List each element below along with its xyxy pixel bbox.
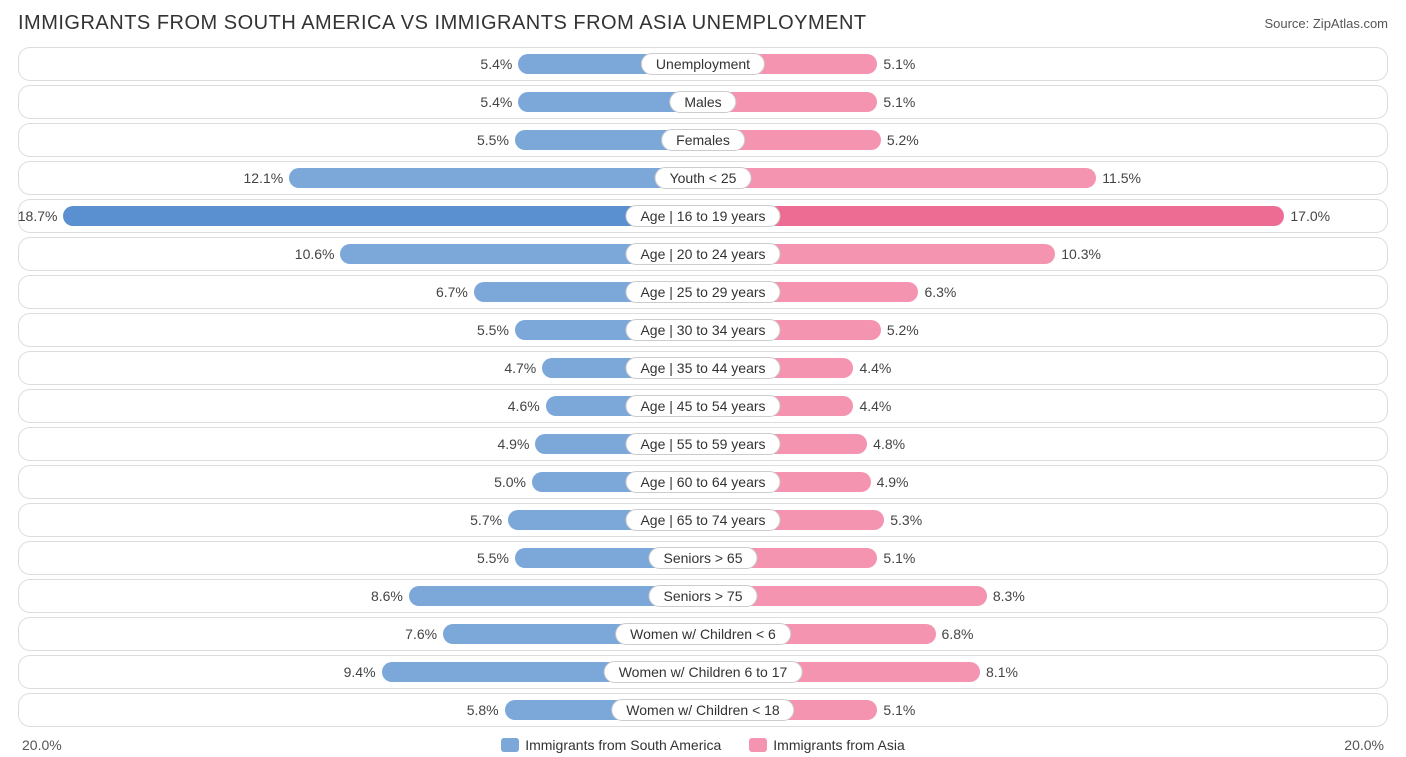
legend-swatch-right — [749, 738, 767, 752]
legend-label-left: Immigrants from South America — [525, 737, 721, 753]
chart-row: 4.6% 4.4% Age | 45 to 54 years — [18, 389, 1388, 423]
axis-max-right: 20.0% — [1344, 737, 1384, 753]
chart-row: 5.8% 5.1% Women w/ Children < 18 — [18, 693, 1388, 727]
value-right: 5.3% — [890, 504, 922, 536]
value-left: 5.4% — [480, 86, 512, 118]
value-right: 4.4% — [859, 352, 891, 384]
value-right: 5.1% — [883, 694, 915, 726]
chart-row: 5.5% 5.2% Females — [18, 123, 1388, 157]
value-right: 8.1% — [986, 656, 1018, 688]
value-right: 5.1% — [883, 542, 915, 574]
value-right: 4.9% — [877, 466, 909, 498]
chart-row: 6.7% 6.3% Age | 25 to 29 years — [18, 275, 1388, 309]
value-right: 6.3% — [924, 276, 956, 308]
legend-label-right: Immigrants from Asia — [773, 737, 904, 753]
value-left: 5.5% — [477, 124, 509, 156]
category-label: Women w/ Children < 18 — [611, 699, 794, 721]
category-label: Seniors > 65 — [649, 547, 758, 569]
chart-row: 4.9% 4.8% Age | 55 to 59 years — [18, 427, 1388, 461]
category-label: Females — [661, 129, 745, 151]
chart-title: IMMIGRANTS FROM SOUTH AMERICA VS IMMIGRA… — [18, 12, 867, 35]
value-left: 7.6% — [405, 618, 437, 650]
category-label: Unemployment — [641, 53, 765, 75]
axis-max-left: 20.0% — [22, 737, 62, 753]
value-left: 12.1% — [243, 162, 283, 194]
category-label: Age | 25 to 29 years — [625, 281, 780, 303]
value-left: 5.8% — [467, 694, 499, 726]
value-right: 8.3% — [993, 580, 1025, 612]
value-right: 4.8% — [873, 428, 905, 460]
header: IMMIGRANTS FROM SOUTH AMERICA VS IMMIGRA… — [18, 12, 1388, 35]
legend-item-right: Immigrants from Asia — [749, 737, 904, 753]
value-left: 8.6% — [371, 580, 403, 612]
value-right: 5.2% — [887, 124, 919, 156]
legend-item-left: Immigrants from South America — [501, 737, 721, 753]
value-left: 5.0% — [494, 466, 526, 498]
chart-row: 5.5% 5.2% Age | 30 to 34 years — [18, 313, 1388, 347]
value-right: 4.4% — [859, 390, 891, 422]
chart-row: 12.1% 11.5% Youth < 25 — [18, 161, 1388, 195]
source-attribution: Source: ZipAtlas.com — [1264, 12, 1388, 31]
chart-row: 5.4% 5.1% Males — [18, 85, 1388, 119]
chart-row: 5.4% 5.1% Unemployment — [18, 47, 1388, 81]
value-right: 10.3% — [1061, 238, 1101, 270]
value-right: 5.2% — [887, 314, 919, 346]
value-left: 6.7% — [436, 276, 468, 308]
value-right: 11.5% — [1102, 162, 1141, 194]
chart-footer: 20.0% Immigrants from South America Immi… — [18, 731, 1388, 753]
value-left: 5.4% — [480, 48, 512, 80]
chart-row: 5.5% 5.1% Seniors > 65 — [18, 541, 1388, 575]
chart-row: 18.7% 17.0% Age | 16 to 19 years — [18, 199, 1388, 233]
value-left: 5.5% — [477, 542, 509, 574]
bar-right — [703, 168, 1096, 188]
value-right: 5.1% — [883, 48, 915, 80]
bar-left — [63, 206, 703, 226]
chart-row: 4.7% 4.4% Age | 35 to 44 years — [18, 351, 1388, 385]
category-label: Age | 20 to 24 years — [625, 243, 780, 265]
value-left: 10.6% — [295, 238, 335, 270]
category-label: Women w/ Children 6 to 17 — [604, 661, 803, 683]
value-right: 6.8% — [942, 618, 974, 650]
chart-row: 7.6% 6.8% Women w/ Children < 6 — [18, 617, 1388, 651]
value-left: 4.7% — [504, 352, 536, 384]
chart-row: 5.0% 4.9% Age | 60 to 64 years — [18, 465, 1388, 499]
chart-row: 10.6% 10.3% Age | 20 to 24 years — [18, 237, 1388, 271]
chart-area: 5.4% 5.1% Unemployment 5.4% 5.1% Males 5.5% 5.2… — [18, 47, 1388, 727]
category-label: Age | 45 to 54 years — [625, 395, 780, 417]
legend-swatch-left — [501, 738, 519, 752]
value-left: 4.9% — [498, 428, 530, 460]
category-label: Age | 65 to 74 years — [625, 509, 780, 531]
category-label: Age | 55 to 59 years — [625, 433, 780, 455]
chart-row: 5.7% 5.3% Age | 65 to 74 years — [18, 503, 1388, 537]
category-label: Age | 16 to 19 years — [625, 205, 780, 227]
value-left: 5.7% — [470, 504, 502, 536]
category-label: Seniors > 75 — [649, 585, 758, 607]
bar-left — [289, 168, 703, 188]
chart-row: 9.4% 8.1% Women w/ Children 6 to 17 — [18, 655, 1388, 689]
chart-row: 8.6% 8.3% Seniors > 75 — [18, 579, 1388, 613]
value-right: 5.1% — [883, 86, 915, 118]
category-label: Males — [669, 91, 736, 113]
value-left: 5.5% — [477, 314, 509, 346]
value-left: 4.6% — [508, 390, 540, 422]
legend: Immigrants from South America Immigrants… — [501, 737, 905, 753]
value-left: 18.7% — [18, 200, 58, 232]
category-label: Women w/ Children < 6 — [615, 623, 791, 645]
bar-right — [703, 206, 1284, 226]
value-right: 17.0% — [1290, 200, 1330, 232]
category-label: Age | 35 to 44 years — [625, 357, 780, 379]
category-label: Youth < 25 — [655, 167, 752, 189]
category-label: Age | 30 to 34 years — [625, 319, 780, 341]
category-label: Age | 60 to 64 years — [625, 471, 780, 493]
value-left: 9.4% — [344, 656, 376, 688]
